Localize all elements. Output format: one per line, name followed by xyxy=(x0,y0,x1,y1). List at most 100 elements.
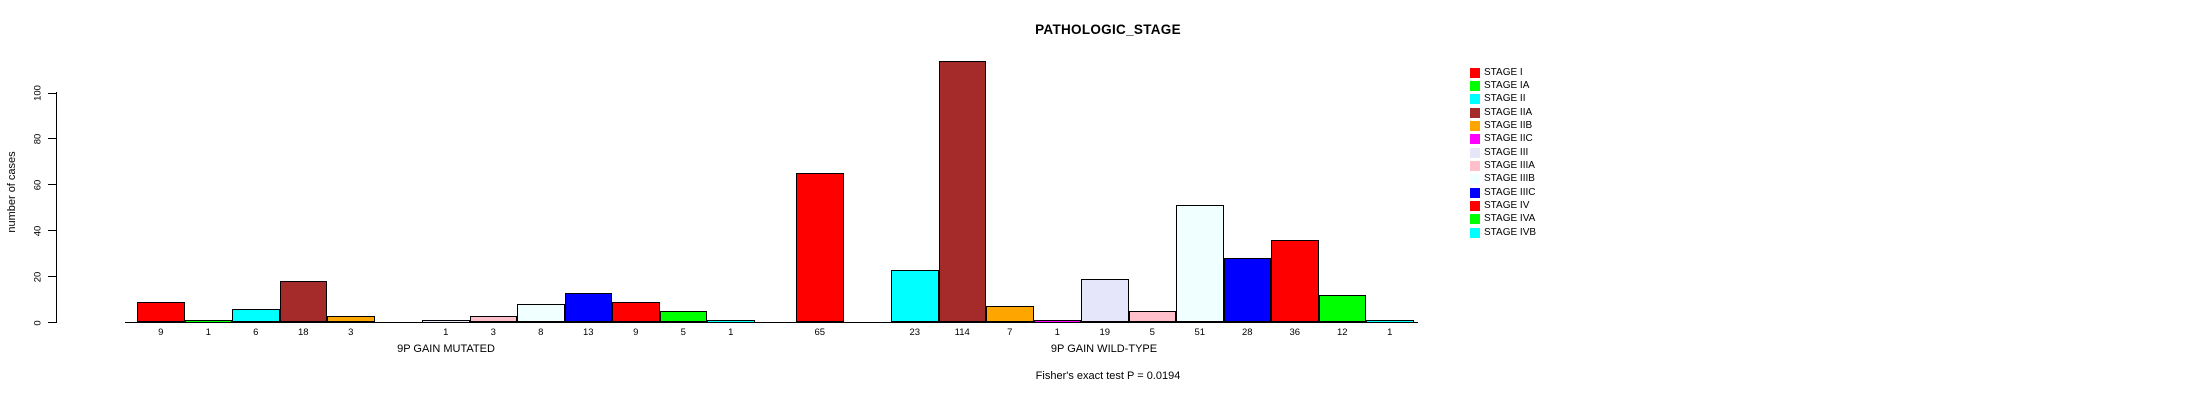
bar-count-label: 13 xyxy=(582,326,594,338)
legend-item: STAGE I xyxy=(1470,66,1536,79)
legend-item: STAGE IVA xyxy=(1470,213,1536,226)
bar-count-label: 1 xyxy=(728,326,734,338)
legend-item: STAGE IIA xyxy=(1470,106,1536,119)
bar-count-label: 114 xyxy=(954,326,970,338)
legend-item-label: STAGE IIIA xyxy=(1484,160,1535,172)
group-label-wildtype: 9P GAIN WILD-TYPE xyxy=(1050,343,1158,355)
bar xyxy=(1128,311,1176,323)
legend-item: STAGE IIIA xyxy=(1470,159,1536,172)
legend-swatch xyxy=(1470,81,1480,92)
bar-count-label: 7 xyxy=(1007,326,1013,338)
bar xyxy=(1318,294,1366,323)
legend-item: STAGE IIIC xyxy=(1470,186,1536,199)
bar-count-label: 65 xyxy=(814,326,826,338)
bar xyxy=(938,60,986,323)
bar-count-label: 18 xyxy=(297,326,309,338)
y-tick xyxy=(48,322,56,323)
bar-count-label: 5 xyxy=(1149,326,1155,338)
bar-count-label: 6 xyxy=(253,326,259,338)
legend-item: STAGE IA xyxy=(1470,79,1536,92)
bar-count-label: 3 xyxy=(348,326,354,338)
bar xyxy=(1176,205,1224,323)
legend-item: STAGE II xyxy=(1470,93,1536,106)
bar-count-label: 36 xyxy=(1289,326,1301,338)
legend-swatch xyxy=(1470,67,1480,78)
bar xyxy=(659,311,707,323)
bar-count-label: 1 xyxy=(1054,326,1060,338)
bar-count-label: 5 xyxy=(680,326,686,338)
legend-swatch xyxy=(1470,147,1480,158)
legend-item: STAGE III xyxy=(1470,146,1536,159)
bar xyxy=(232,308,280,323)
y-tick-label: 20 xyxy=(32,271,44,282)
legend-item-label: STAGE IVA xyxy=(1484,213,1536,225)
legend-item-label: STAGE II xyxy=(1484,93,1526,105)
legend-swatch xyxy=(1470,174,1480,185)
y-tick-label: 60 xyxy=(32,179,44,191)
bar xyxy=(327,315,375,323)
bar xyxy=(279,281,327,323)
bar-count-label: 12 xyxy=(1336,326,1348,338)
legend-item: STAGE IV xyxy=(1470,199,1536,212)
legend-item-label: STAGE IVB xyxy=(1484,226,1537,238)
legend-item-label: STAGE IIC xyxy=(1484,133,1533,145)
bar-count-label: 28 xyxy=(1241,326,1253,338)
bar xyxy=(891,269,939,323)
legend-swatch xyxy=(1470,94,1480,105)
y-tick xyxy=(48,92,56,94)
bar xyxy=(1033,319,1081,323)
bar-count-label: 23 xyxy=(909,326,921,338)
y-tick-label: 80 xyxy=(32,133,44,145)
chart-title: PATHOLOGIC_STAGE xyxy=(1035,22,1181,37)
chart-subtitle: Fisher's exact test P = 0.0194 xyxy=(1035,370,1181,382)
y-tick-label: 0 xyxy=(32,319,44,326)
bar-count-label: 9 xyxy=(633,326,639,338)
legend-swatch xyxy=(1470,227,1480,238)
y-tick xyxy=(48,276,56,278)
bar xyxy=(1366,319,1414,323)
bar xyxy=(796,173,844,323)
legend: STAGE I STAGE IA STAGE II STAGE IIA STAGE II… xyxy=(1470,66,1536,239)
bar xyxy=(612,301,660,323)
y-tick xyxy=(48,184,56,186)
bar xyxy=(469,315,517,323)
legend-item: STAGE IIIB xyxy=(1470,173,1536,186)
bar xyxy=(564,292,612,323)
bar-count-label: 8 xyxy=(538,326,544,338)
bar xyxy=(422,319,470,323)
bar-count-label: 9 xyxy=(158,326,164,338)
legend-item-label: STAGE IIIC xyxy=(1484,186,1536,198)
legend-item: STAGE IVB xyxy=(1470,226,1536,239)
legend-swatch xyxy=(1470,161,1480,172)
bar xyxy=(517,304,565,323)
bar-count-label: 51 xyxy=(1194,326,1206,338)
bar xyxy=(1081,278,1129,323)
group-label-mutated: 9P GAIN MUTATED xyxy=(397,343,495,355)
legend-item-label: STAGE IA xyxy=(1484,80,1530,92)
bar xyxy=(184,319,232,323)
legend-swatch xyxy=(1470,214,1480,225)
bar xyxy=(1271,239,1319,323)
y-axis-title: number of cases xyxy=(6,151,18,233)
y-tick xyxy=(48,230,56,232)
bar-count-label: 1 xyxy=(205,326,211,338)
bar xyxy=(986,306,1034,323)
y-tick-label: 40 xyxy=(32,225,44,236)
legend-item-label: STAGE IIA xyxy=(1484,106,1533,118)
bar-count-label: 1 xyxy=(443,326,449,338)
bar-count-label: 1 xyxy=(1387,326,1393,338)
legend-item-label: STAGE IV xyxy=(1484,200,1530,212)
legend-item: STAGE IIB xyxy=(1470,119,1536,132)
y-tick xyxy=(48,138,56,140)
legend-item-label: STAGE I xyxy=(1484,66,1523,78)
legend-swatch xyxy=(1470,187,1480,198)
y-tick-label: 100 xyxy=(32,85,44,101)
bar xyxy=(1223,258,1271,323)
bar xyxy=(137,301,185,323)
bar-count-label: 3 xyxy=(490,326,496,338)
x-axis-baseline xyxy=(125,322,1418,323)
y-axis-line xyxy=(56,92,57,323)
bar-count-label: 19 xyxy=(1099,326,1111,338)
legend-item-label: STAGE III xyxy=(1484,146,1529,158)
